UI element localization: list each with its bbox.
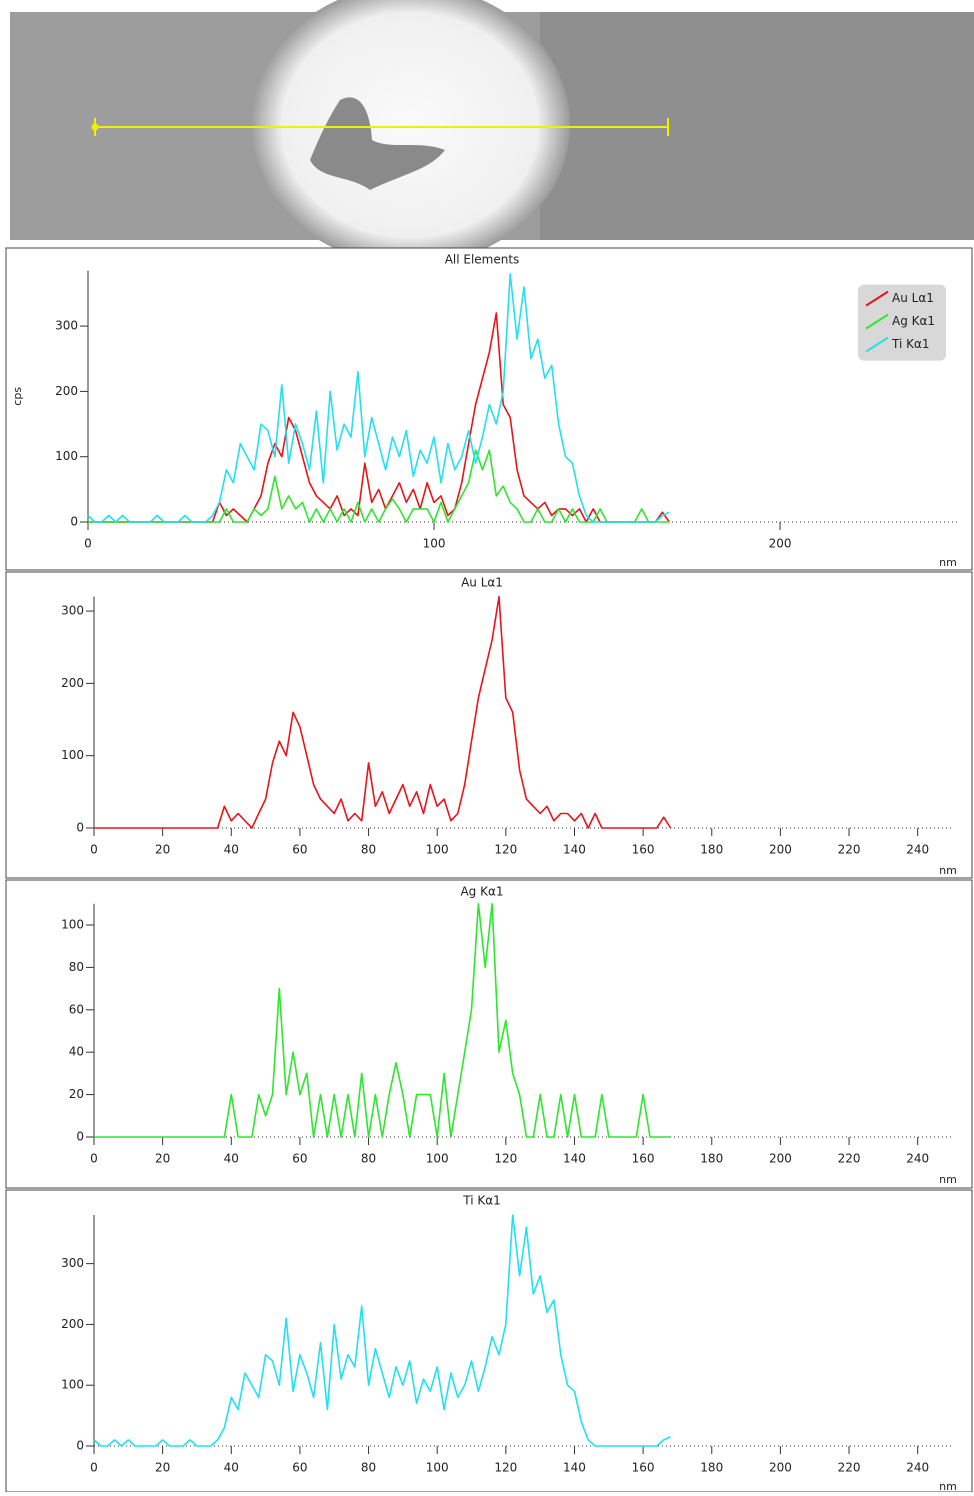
x-tick-label: 240 [906, 843, 929, 857]
x-tick-label: 140 [563, 1152, 586, 1166]
y-tick-label: 300 [55, 319, 78, 333]
y-axis-label: cps [11, 387, 24, 406]
legend-swatch [865, 336, 889, 353]
series-line [93, 1214, 671, 1447]
x-axis-label: nm [939, 864, 957, 877]
series-line [94, 903, 671, 1138]
x-tick-label: 60 [292, 1152, 307, 1166]
x-tick-label: 100 [426, 1152, 449, 1166]
x-axis-label: nm [939, 556, 957, 569]
y-tick-label: 100 [61, 748, 84, 762]
panel [5, 571, 973, 879]
x-tick-label: 40 [224, 843, 239, 857]
x-tick-label: 0 [90, 843, 98, 857]
y-tick-label: 0 [76, 1130, 84, 1144]
y-tick-label: 300 [61, 1256, 84, 1270]
x-tick-label: 180 [700, 843, 723, 857]
x-axis-label: nm [939, 1480, 957, 1492]
chart-title: Ag Kα1 [460, 885, 503, 899]
x-tick-label: 100 [426, 843, 449, 857]
x-tick-label: 140 [563, 843, 586, 857]
x-tick-label: 120 [494, 1461, 517, 1475]
y-tick-label: 0 [76, 1439, 84, 1453]
x-tick-label: 240 [906, 1461, 929, 1475]
x-tick-label: 40 [224, 1461, 239, 1475]
x-tick-label: 80 [361, 843, 376, 857]
x-tick-label: 160 [632, 1461, 655, 1475]
series-line [88, 449, 670, 523]
x-tick-label: 200 [769, 537, 792, 551]
legend-label: Ti Kα1 [891, 337, 930, 351]
sem-image [10, 0, 974, 265]
legend-swatch [865, 290, 889, 307]
y-tick-label: 100 [61, 1378, 84, 1392]
x-tick-label: 240 [906, 1152, 929, 1166]
x-tick-label: 220 [838, 1152, 861, 1166]
x-tick-label: 200 [769, 843, 792, 857]
x-tick-label: 180 [700, 1152, 723, 1166]
chart-title: Ti Kα1 [462, 1194, 501, 1208]
x-tick-label: 0 [90, 1461, 98, 1475]
sem-particle [250, 0, 570, 265]
series-line [87, 273, 670, 523]
legend-label: Ag Kα1 [892, 314, 935, 328]
x-axis-label: nm [939, 1173, 957, 1186]
x-tick-label: 200 [769, 1152, 792, 1166]
scan-handle[interactable] [91, 123, 99, 131]
y-tick-label: 200 [55, 384, 78, 398]
y-tick-label: 300 [61, 604, 84, 618]
x-tick-label: 200 [769, 1461, 792, 1475]
series-line [94, 595, 672, 829]
y-tick-label: 100 [61, 918, 84, 932]
legend-swatch [865, 313, 889, 330]
x-tick-label: 120 [494, 1152, 517, 1166]
y-tick-label: 200 [61, 676, 84, 690]
panel [5, 1189, 973, 1493]
x-tick-label: 140 [563, 1461, 586, 1475]
x-tick-label: 40 [224, 1152, 239, 1166]
y-tick-label: 0 [70, 515, 78, 529]
y-tick-label: 40 [69, 1045, 84, 1059]
y-tick-label: 80 [69, 960, 84, 974]
x-tick-label: 220 [838, 843, 861, 857]
legend-label: Au Lα1 [892, 291, 934, 305]
x-tick-label: 60 [292, 1461, 307, 1475]
x-tick-label: 220 [838, 1461, 861, 1475]
x-tick-label: 160 [632, 1152, 655, 1166]
x-tick-label: 20 [155, 843, 170, 857]
sem-core [310, 97, 445, 190]
x-tick-label: 80 [361, 1461, 376, 1475]
x-tick-label: 120 [494, 843, 517, 857]
x-tick-label: 80 [361, 1152, 376, 1166]
x-tick-label: 0 [84, 537, 92, 551]
y-tick-label: 60 [69, 1002, 84, 1016]
x-tick-label: 60 [292, 843, 307, 857]
y-tick-label: 0 [76, 821, 84, 835]
chart-title: All Elements [445, 253, 520, 267]
y-tick-label: 100 [55, 449, 78, 463]
x-tick-label: 100 [426, 1461, 449, 1475]
x-tick-label: 20 [155, 1152, 170, 1166]
x-tick-label: 100 [423, 537, 446, 551]
y-tick-label: 200 [61, 1317, 84, 1331]
x-tick-label: 160 [632, 843, 655, 857]
chart-title: Au Lα1 [461, 576, 503, 590]
x-tick-label: 180 [700, 1461, 723, 1475]
x-tick-label: 0 [90, 1152, 98, 1166]
x-tick-label: 20 [155, 1461, 170, 1475]
y-tick-label: 20 [69, 1087, 84, 1101]
